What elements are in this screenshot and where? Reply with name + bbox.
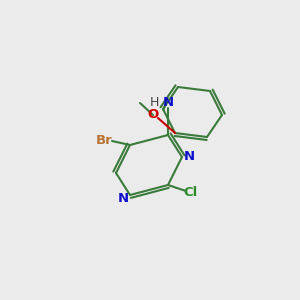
Text: N: N: [183, 151, 195, 164]
Text: H: H: [149, 95, 159, 109]
Text: N: N: [162, 95, 174, 109]
Text: O: O: [147, 109, 159, 122]
Text: N: N: [117, 191, 129, 205]
Text: Br: Br: [96, 134, 112, 148]
Text: Cl: Cl: [183, 187, 197, 200]
